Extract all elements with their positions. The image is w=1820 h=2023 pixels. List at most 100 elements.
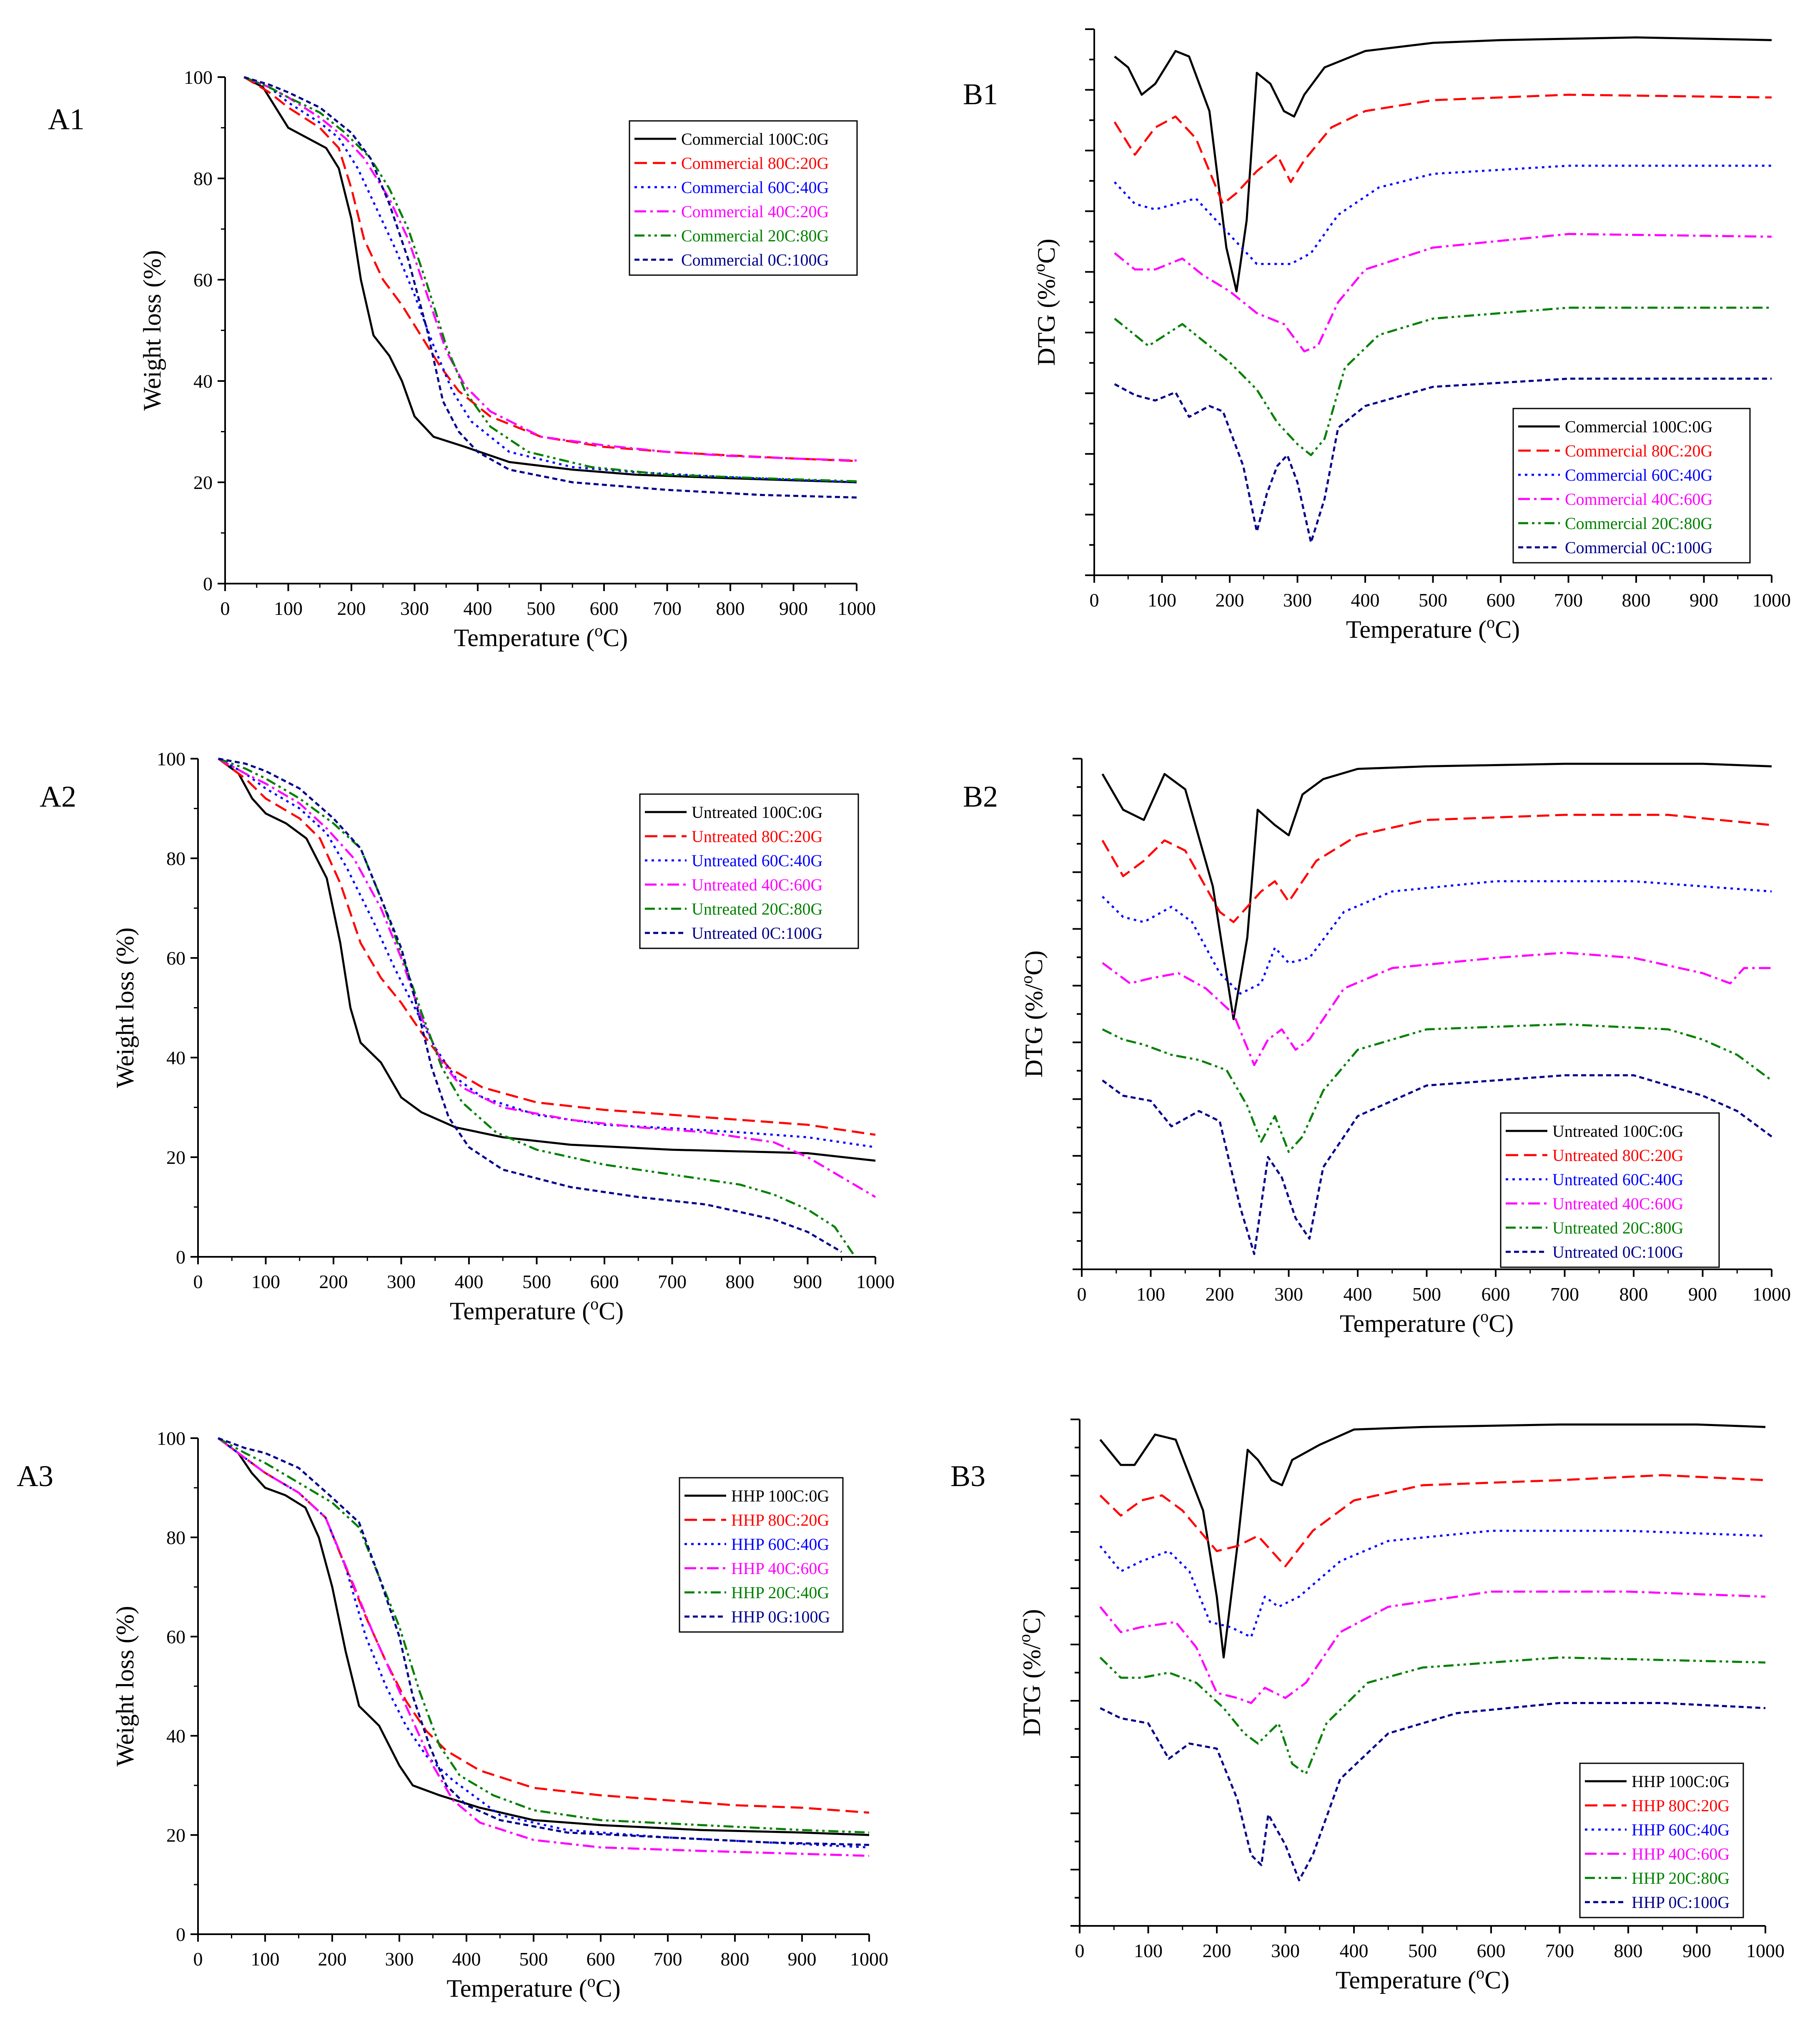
- panel-label-b2: B2: [963, 780, 998, 813]
- y-axis-title-b3: DTG (%/oC): [1015, 1609, 1045, 1736]
- panel-a2: A2 0 100 200 300 400 500 600 700 800 900 1000 0 20 40 6…: [40, 748, 895, 1325]
- x-tick-label-a2: 600: [590, 1271, 619, 1292]
- y-tick-label-a3: 80: [166, 1527, 186, 1548]
- legend-a3: HHP 100C:0G HHP 80C:20G HHP 60C:40G HHP 40C…: [679, 1477, 844, 1633]
- series-line-a1-0: [243, 76, 857, 484]
- series-line-b1-4: [1114, 306, 1772, 456]
- y-axis-title-a2: Weight loss (%): [111, 928, 139, 1088]
- x-tick-label-a3: 1000: [850, 1948, 888, 1970]
- legend-a1: Commercial 100C:0G Commercial 80C:20G Comm…: [629, 120, 858, 276]
- legend-label-b3-5: HHP 0C:100G: [1632, 1893, 1730, 1912]
- panel-label-a2: A2: [40, 780, 76, 813]
- x-tick-label-a3: 700: [654, 1948, 682, 1970]
- legend-label-b1-3: Commercial 40C:60G: [1565, 490, 1712, 509]
- x-tick-label-b1: 600: [1487, 589, 1515, 611]
- x-tick-label-a1: 200: [337, 598, 366, 619]
- legend-label-b2-5: Untreated 0C:100G: [1552, 1243, 1683, 1261]
- y-axis-title-b1: DTG (%/oC): [1030, 239, 1060, 366]
- series-line-b1-1: [1113, 93, 1772, 205]
- series-line-a3-2: [217, 1437, 870, 1849]
- legend-label-a2-1: Untreated 80C:20G: [692, 827, 822, 846]
- x-tick-label-b2: 0: [1077, 1283, 1087, 1305]
- x-tick-label-b3: 400: [1340, 1940, 1369, 1961]
- x-tick-label-a1: 600: [590, 598, 619, 619]
- x-tick-label-a3: 500: [519, 1948, 548, 1970]
- legend-label-a3-0: HHP 100C:0G: [731, 1487, 829, 1505]
- series-line-a2-2: [218, 757, 876, 1148]
- x-tick-label-b3: 300: [1271, 1940, 1300, 1961]
- y-tick-label-a2: 40: [166, 1047, 186, 1068]
- x-tick-label-a1: 300: [400, 598, 429, 619]
- series-line-a1-5: [243, 76, 857, 499]
- x-tick-label-b1: 300: [1283, 589, 1312, 611]
- series-line-b1-2: [1113, 165, 1772, 265]
- x-tick-label-b2: 100: [1136, 1283, 1165, 1305]
- x-tick-label-a1: 700: [653, 598, 682, 619]
- legend-b2: Untreated 100C:0G Untreated 80C:20G Untrea…: [1500, 1112, 1720, 1268]
- y-tick-label-a1: 20: [193, 472, 213, 493]
- x-axis-title-b2: Temperature (oC): [1340, 1307, 1514, 1337]
- legend-label-a2-4: Untreated 20C:80G: [692, 900, 822, 918]
- series-line-b1-5: [1114, 377, 1772, 544]
- x-tick-label-a1: 800: [716, 598, 745, 619]
- x-tick-label-b2: 300: [1274, 1283, 1303, 1305]
- legend-label-b2-0: Untreated 100C:0G: [1552, 1122, 1683, 1141]
- y-tick-label-a2: 0: [176, 1246, 186, 1268]
- legend-label-b3-1: HHP 80C:20G: [1632, 1796, 1730, 1815]
- legend-label-a3-2: HHP 60C:40G: [731, 1535, 829, 1554]
- series-line-b3-3: [1099, 1590, 1766, 1704]
- x-tick-label-b3: 700: [1545, 1940, 1574, 1961]
- x-tick-label-b2: 500: [1412, 1283, 1441, 1305]
- legend-label-b3-0: HHP 100C:0G: [1632, 1772, 1730, 1791]
- x-tick-label-a2: 700: [658, 1271, 687, 1292]
- series-line-b3-0: [1099, 1423, 1766, 1659]
- x-tick-label-a2: 100: [251, 1271, 280, 1292]
- y-tick-label-a3: 20: [166, 1825, 186, 1846]
- x-tick-label-a3: 800: [721, 1948, 750, 1970]
- legend-label-a2-3: Untreated 40C:60G: [692, 875, 822, 894]
- legend-label-a3-4: HHP 20C:40G: [731, 1583, 829, 1602]
- x-tick-label-b1: 800: [1622, 589, 1651, 611]
- y-axis-title-a1: Weight loss (%): [138, 250, 166, 411]
- y-tick-label-a3: 100: [157, 1428, 186, 1449]
- series-group-b1: [1113, 36, 1772, 544]
- x-tick-label-b2: 600: [1482, 1283, 1510, 1305]
- x-tick-label-b1: 0: [1090, 589, 1099, 611]
- series-group-b2: [1101, 762, 1772, 1255]
- x-tick-label-a2: 800: [726, 1271, 755, 1292]
- panel-label-a1: A1: [48, 103, 85, 136]
- legend-label-b1-5: Commercial 0C:100G: [1565, 538, 1712, 557]
- x-tick-label-a3: 0: [193, 1948, 203, 1970]
- x-axis-title-a1: Temperature (oC): [454, 621, 628, 652]
- x-tick-label-a1: 0: [221, 598, 230, 619]
- x-tick-label-a3: 400: [452, 1948, 481, 1970]
- x-axis-title-b1: Temperature (oC): [1346, 613, 1520, 643]
- series-line-a3-3: [217, 1437, 870, 1857]
- series-line-b1-0: [1114, 36, 1772, 293]
- panel-label-b1: B1: [963, 78, 998, 111]
- panel-b1: B1 0 100 200 300 400 500 600 700 800 900 1000 Temper…: [963, 28, 1791, 643]
- legend-box-a3: [679, 1477, 844, 1633]
- y-tick-label-a2: 20: [166, 1147, 186, 1168]
- panel-label-b3: B3: [950, 1459, 985, 1493]
- x-tick-label-a2: 400: [455, 1271, 484, 1292]
- panel-a3: A3 0 100 200 300 400 500 600 700 800 900 1000 0 20 40 6…: [17, 1428, 888, 2002]
- legend-label-a3-1: HHP 80C:20G: [731, 1511, 829, 1529]
- legend-label-a1-3: Commercial 40C:20G: [681, 202, 829, 221]
- series-line-b2-4: [1102, 1023, 1772, 1153]
- series-line-a3-1: [217, 1437, 870, 1814]
- legend-label-a2-5: Untreated 0C:100G: [692, 924, 822, 943]
- series-line-a2-0: [218, 757, 876, 1162]
- series-line-b2-1: [1101, 814, 1772, 923]
- legend-label-b3-2: HHP 60C:40G: [1632, 1820, 1730, 1839]
- x-tick-label-b1: 200: [1216, 589, 1244, 611]
- legend-b1: Commercial 100C:0G Commercial 80C:20G Comm…: [1512, 408, 1751, 564]
- x-tick-label-a2: 1000: [856, 1271, 895, 1292]
- x-tick-label-b2: 1000: [1752, 1283, 1791, 1305]
- y-axis-title-a3: Weight loss (%): [111, 1606, 139, 1766]
- legend-label-a1-5: Commercial 0C:100G: [681, 251, 829, 269]
- y-axis-title-b2: DTG (%/oC): [1017, 950, 1048, 1078]
- x-tick-label-a3: 200: [318, 1948, 347, 1970]
- x-tick-label-a3: 600: [587, 1948, 615, 1970]
- x-tick-label-b1: 1000: [1752, 589, 1791, 611]
